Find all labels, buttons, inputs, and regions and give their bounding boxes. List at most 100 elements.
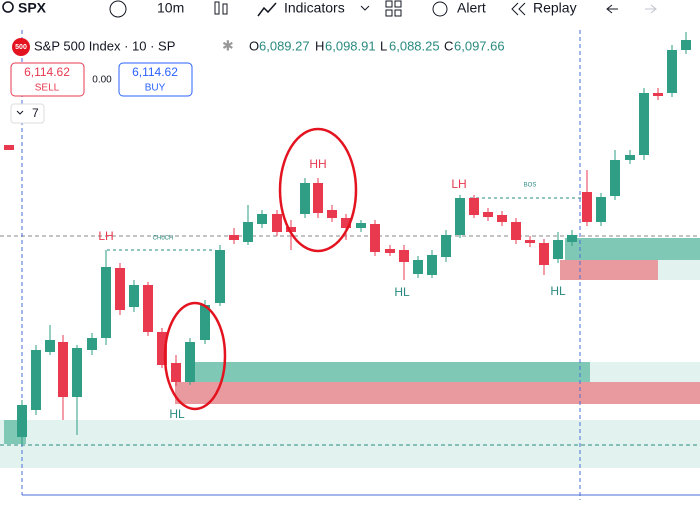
candle-body <box>171 363 181 382</box>
candle-body <box>45 340 55 352</box>
ohlc-label: O <box>249 38 259 53</box>
symbol[interactable]: SPX <box>18 0 47 16</box>
ohlc-label: C <box>444 38 453 53</box>
spread: 0.00 <box>92 75 112 86</box>
buy-price: 6,114.62 <box>132 65 178 79</box>
candle-body <box>413 260 423 274</box>
candle-body <box>243 222 253 242</box>
zone <box>658 260 700 280</box>
chart-type-icon[interactable] <box>214 1 220 15</box>
candle-body <box>469 198 479 215</box>
candle-body <box>272 214 282 232</box>
candles <box>17 32 691 445</box>
candle-body <box>441 235 451 257</box>
buy-label: BUY <box>145 83 166 94</box>
label: LH <box>451 177 466 191</box>
candle-body <box>101 267 111 338</box>
layout-icon <box>394 9 402 17</box>
alert[interactable]: Alert <box>457 0 486 16</box>
candle-body <box>229 235 239 240</box>
candle-body <box>385 249 395 253</box>
indicators[interactable]: Indicators <box>284 0 345 16</box>
candle-body <box>215 250 225 303</box>
candle-body <box>129 285 139 307</box>
alert-icon[interactable] <box>432 1 448 17</box>
add-icon[interactable] <box>109 0 127 18</box>
candle-body <box>625 155 635 160</box>
candle-body <box>553 240 563 259</box>
zone <box>190 362 590 382</box>
candle-body <box>681 40 691 50</box>
candle-body <box>399 250 409 262</box>
candle-body <box>483 212 493 217</box>
indicators-icon <box>257 2 277 17</box>
zone <box>590 362 700 382</box>
toolbar <box>0 0 700 20</box>
candle-body <box>300 183 310 214</box>
chart-type-icon <box>222 3 228 15</box>
ohlc-value: 6,098.91 <box>325 38 376 53</box>
candle-body <box>596 197 606 222</box>
candle-body <box>87 338 97 350</box>
candle-body <box>313 183 323 213</box>
candle-body <box>286 227 296 232</box>
icon: ✱ <box>222 38 234 54</box>
label: HH <box>309 157 326 171</box>
candle-body <box>653 93 663 96</box>
symbol-title[interactable]: S&P 500 Index · 10 · SP <box>34 38 175 53</box>
zone <box>175 382 700 404</box>
ohlc-label: H <box>315 38 324 53</box>
replay-icon[interactable] <box>511 2 526 16</box>
zone <box>0 420 700 468</box>
candle-body <box>639 93 649 155</box>
chevron <box>16 110 24 115</box>
search-icon[interactable] <box>2 1 14 13</box>
candle-body <box>497 215 507 222</box>
candle-body <box>455 198 465 235</box>
indicator-count: 7 <box>32 106 39 120</box>
sell-price: 6,114.62 <box>24 65 70 79</box>
candle-body <box>370 224 380 252</box>
candle-body <box>539 243 549 265</box>
candle-body <box>31 350 41 410</box>
candle-body <box>185 342 195 382</box>
candle-body <box>525 240 535 243</box>
layout-icon[interactable] <box>385 0 393 8</box>
redo[interactable] <box>645 4 657 14</box>
replay[interactable]: Replay <box>533 0 577 16</box>
badge <box>12 38 30 56</box>
label: HL <box>550 284 566 298</box>
candle-body <box>511 222 521 240</box>
candle-body <box>567 235 577 242</box>
highlight <box>163 301 227 411</box>
chevron[interactable] <box>360 5 370 11</box>
candle-body <box>257 214 267 224</box>
candle-body <box>72 348 82 397</box>
sell-button[interactable] <box>10 62 85 97</box>
candle-body <box>327 210 337 218</box>
candle-body <box>200 305 210 340</box>
buy-button[interactable] <box>118 62 193 97</box>
ohlc-value: 6,089.27 <box>259 38 310 53</box>
undo[interactable] <box>606 4 618 14</box>
layout-icon <box>385 9 393 17</box>
ohlc-label: L <box>380 38 387 53</box>
candle-body <box>427 255 437 275</box>
candle-body <box>143 285 153 332</box>
label: CHoCH <box>153 236 174 242</box>
label: HL <box>169 407 185 421</box>
badge-text: 500 <box>15 44 27 51</box>
sell-label: SELL <box>35 83 60 94</box>
candle-body <box>157 332 167 365</box>
label: LH <box>98 229 113 243</box>
label: BOS <box>524 183 537 189</box>
ohlc-value: 6,088.25 <box>389 38 440 53</box>
interval[interactable]: 10m <box>157 0 184 16</box>
layout-icon <box>394 0 402 8</box>
indicator-toggle[interactable] <box>10 103 45 124</box>
ohlc-value: 6,097.66 <box>454 38 505 53</box>
marker <box>4 145 14 150</box>
candle-body <box>17 405 27 437</box>
zone <box>565 238 700 260</box>
zone <box>560 260 658 280</box>
